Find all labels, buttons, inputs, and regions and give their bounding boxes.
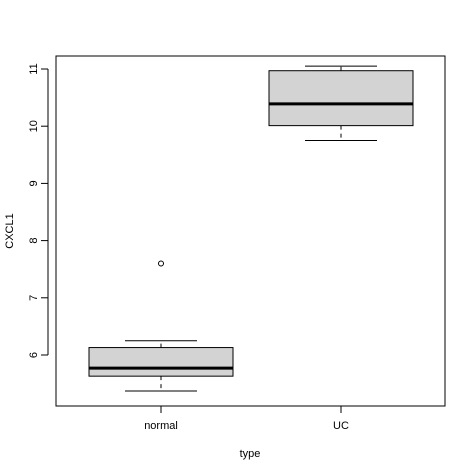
x-tick-label: UC: [333, 420, 349, 432]
chart-marks: [88, 65, 414, 392]
outlier-point: [158, 260, 164, 267]
iqr-box: [268, 70, 414, 127]
y-tick-label: 10: [28, 120, 40, 132]
y-tick-label: 8: [28, 238, 40, 244]
y-tick-label: 9: [28, 180, 40, 186]
y-axis: 6 7 8 9 10 11: [28, 63, 49, 358]
y-tick-label: 11: [28, 63, 40, 74]
x-axis-title: type: [240, 448, 261, 460]
x-axis: normal UC: [144, 405, 349, 432]
y-tick-label: 7: [28, 295, 40, 301]
box-group-uc: [268, 65, 414, 141]
y-tick-label: 6: [28, 352, 40, 358]
x-tick-label: normal: [144, 420, 178, 432]
box-group-normal: [88, 260, 234, 392]
y-axis-title: CXCL1: [4, 213, 16, 248]
iqr-box: [88, 347, 234, 377]
